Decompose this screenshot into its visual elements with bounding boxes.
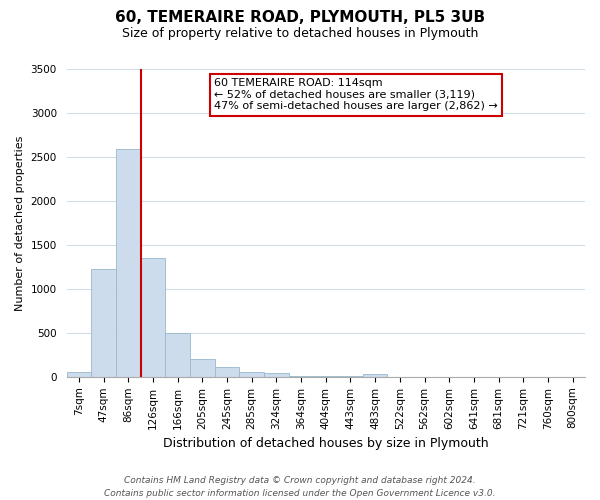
Bar: [67, 372, 91, 377]
Bar: [190, 359, 215, 377]
Text: 60, TEMERAIRE ROAD, PLYMOUTH, PL5 3UB: 60, TEMERAIRE ROAD, PLYMOUTH, PL5 3UB: [115, 10, 485, 25]
Text: 60 TEMERAIRE ROAD: 114sqm
← 52% of detached houses are smaller (3,119)
47% of se: 60 TEMERAIRE ROAD: 114sqm ← 52% of detac…: [214, 78, 498, 112]
Bar: [289, 376, 313, 377]
Bar: [116, 149, 140, 377]
Y-axis label: Number of detached properties: Number of detached properties: [15, 135, 25, 310]
Bar: [363, 374, 388, 377]
Text: Contains HM Land Registry data © Crown copyright and database right 2024.
Contai: Contains HM Land Registry data © Crown c…: [104, 476, 496, 498]
Bar: [140, 258, 165, 377]
Bar: [239, 372, 264, 377]
X-axis label: Distribution of detached houses by size in Plymouth: Distribution of detached houses by size …: [163, 437, 488, 450]
Bar: [91, 268, 116, 377]
Bar: [165, 333, 190, 377]
Bar: [264, 374, 289, 377]
Text: Size of property relative to detached houses in Plymouth: Size of property relative to detached ho…: [122, 28, 478, 40]
Bar: [215, 367, 239, 377]
Bar: [313, 376, 338, 377]
